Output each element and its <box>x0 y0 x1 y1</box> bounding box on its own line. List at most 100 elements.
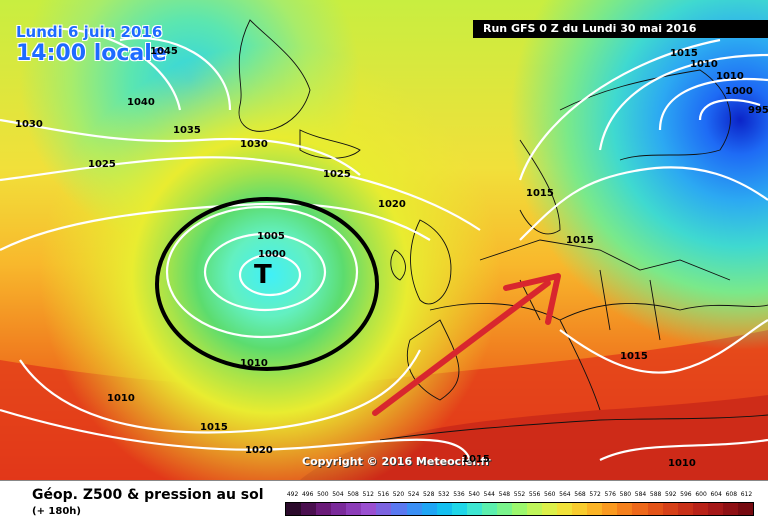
scale-tick-label: 548 <box>498 491 511 498</box>
scale-tick-label: 532 <box>438 491 450 498</box>
weather-map <box>0 0 768 480</box>
scale-tick-label: 492 <box>286 491 299 498</box>
scale-swatch <box>331 503 347 515</box>
isobar-label: 1015 <box>200 422 228 433</box>
isobar-label: 1005 <box>257 231 285 242</box>
scale-tick-label: 524 <box>407 491 420 498</box>
scale-swatch <box>527 503 543 515</box>
isobar-label: 1030 <box>240 139 268 150</box>
isobars <box>0 27 768 461</box>
isobar-label: 1015 <box>620 351 648 362</box>
isobar-label: 1010 <box>690 59 718 70</box>
scale-tick-label: 576 <box>604 491 616 498</box>
low-pressure-circle <box>155 197 379 371</box>
isobar-label: 1020 <box>378 199 406 210</box>
isobar-label: 1015 <box>566 235 594 246</box>
scale-tick-label: 540 <box>468 491 480 498</box>
color-scale <box>285 502 754 516</box>
scale-tick-label: 592 <box>665 491 677 498</box>
isobar-label: 1010 <box>240 358 268 369</box>
legend-forecast-hour: (+ 180h) <box>32 506 81 517</box>
isobar-label: 1000 <box>258 249 286 260</box>
scale-swatch <box>301 503 317 515</box>
isobar-label: 1025 <box>323 169 351 180</box>
scale-swatch <box>421 503 437 515</box>
copyright-notice: Copyright © 2016 Meteociel.fr <box>302 455 491 468</box>
scale-swatch <box>391 503 407 515</box>
scale-swatch <box>406 503 422 515</box>
isobar-label: 1010 <box>716 71 744 82</box>
scale-tick-label: 500 <box>317 491 329 498</box>
scale-swatch <box>542 503 558 515</box>
scale-swatch <box>722 503 738 515</box>
scale-tick-label: 516 <box>377 491 390 498</box>
scale-tick-label: 572 <box>589 491 601 498</box>
forecast-time: 14:00 locale <box>16 41 167 66</box>
scale-tick-label: 564 <box>559 491 571 498</box>
isobar-label: 1010 <box>668 458 696 469</box>
scale-swatch <box>632 503 648 515</box>
isobar-label: 1035 <box>173 125 201 136</box>
scale-tick-label: 604 <box>710 491 722 498</box>
scale-swatch <box>707 503 723 515</box>
scale-tick-label: 556 <box>528 491 541 498</box>
scale-tick-label: 508 <box>347 491 359 498</box>
legend-title: Géop. Z500 & pression au sol <box>32 487 264 503</box>
scale-swatch <box>662 503 678 515</box>
scale-tick-label: 580 <box>619 491 632 498</box>
scale-swatch <box>572 503 588 515</box>
scale-swatch <box>617 503 633 515</box>
annotation-arrow <box>372 273 561 416</box>
scale-swatch <box>376 503 392 515</box>
scale-swatch <box>692 503 708 515</box>
scale-swatch <box>677 503 693 515</box>
scale-tick-label: 536 <box>453 491 465 498</box>
isobar-label: 1015 <box>462 454 490 465</box>
scale-tick-label: 560 <box>544 491 556 498</box>
isobar-label: 1040 <box>127 97 155 108</box>
isobar-label: 995 <box>748 105 768 116</box>
isobar-label: 1000 <box>725 86 753 97</box>
scale-swatch <box>737 503 753 515</box>
scale-swatch <box>647 503 663 515</box>
scale-tick-label: 600 <box>695 491 707 498</box>
scale-tick-label: 612 <box>740 491 753 498</box>
isobar-label: 1015 <box>526 188 554 199</box>
scale-swatch <box>436 503 452 515</box>
color-scale-labels: 492 496 500 504 508 512 516 520 524 528 532 536 540 5… <box>285 491 754 501</box>
isobar-label: 1015 <box>670 48 698 59</box>
scale-tick-label: 584 <box>634 491 647 498</box>
legend-bar: Géop. Z500 & pression au sol (+ 180h) 49… <box>0 480 768 530</box>
isobar-label: 1010 <box>107 393 135 404</box>
scale-swatch <box>316 503 332 515</box>
scale-tick-label: 520 <box>392 491 405 498</box>
scale-tick-label: 504 <box>332 491 344 498</box>
scale-swatch <box>481 503 497 515</box>
scale-swatch <box>466 503 482 515</box>
scale-tick-label: 596 <box>680 491 692 498</box>
scale-tick-label: 552 <box>513 491 526 498</box>
scale-swatch <box>511 503 527 515</box>
scale-swatch <box>361 503 377 515</box>
scale-swatch <box>451 503 467 515</box>
scale-tick-label: 608 <box>725 491 738 498</box>
scale-tick-label: 528 <box>422 491 435 498</box>
scale-swatch <box>557 503 573 515</box>
scale-tick-label: 544 <box>483 491 495 498</box>
scale-swatch <box>602 503 618 515</box>
low-pressure-symbol: T <box>254 260 272 290</box>
map-panel: Lundi 6 juin 2016 14:00 locale Run GFS 0… <box>0 0 768 480</box>
isobar-label: 1045 <box>150 46 178 57</box>
scandinavian-low-field <box>0 0 768 480</box>
isobar-label: 1020 <box>245 445 273 456</box>
scale-swatch <box>346 503 362 515</box>
scale-swatch <box>496 503 512 515</box>
isobar-label: 1025 <box>88 159 116 170</box>
scale-swatch <box>587 503 603 515</box>
scale-tick-label: 568 <box>574 491 586 498</box>
scale-swatch <box>286 503 302 515</box>
scale-tick-label: 496 <box>301 491 314 498</box>
scale-tick-label: 512 <box>362 491 374 498</box>
isobar-label: 1030 <box>15 119 43 130</box>
model-run-label: Run GFS 0 Z du Lundi 30 mai 2016 <box>473 20 768 38</box>
